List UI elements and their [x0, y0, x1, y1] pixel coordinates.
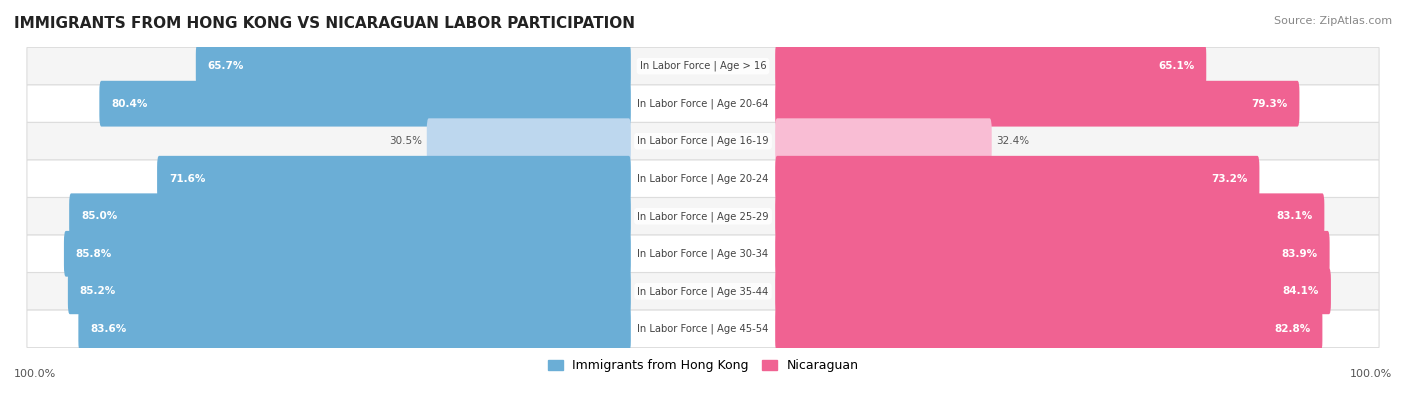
- FancyBboxPatch shape: [195, 43, 631, 89]
- FancyBboxPatch shape: [157, 156, 631, 201]
- Text: In Labor Force | Age 20-24: In Labor Force | Age 20-24: [637, 173, 769, 184]
- FancyBboxPatch shape: [775, 269, 1331, 314]
- FancyBboxPatch shape: [27, 47, 1379, 85]
- Text: 71.6%: 71.6%: [169, 174, 205, 184]
- Text: In Labor Force | Age 45-54: In Labor Force | Age 45-54: [637, 324, 769, 334]
- Text: 83.1%: 83.1%: [1277, 211, 1313, 221]
- FancyBboxPatch shape: [775, 43, 1206, 89]
- FancyBboxPatch shape: [27, 273, 1379, 310]
- Legend: Immigrants from Hong Kong, Nicaraguan: Immigrants from Hong Kong, Nicaraguan: [543, 354, 863, 377]
- Text: In Labor Force | Age 20-64: In Labor Force | Age 20-64: [637, 98, 769, 109]
- FancyBboxPatch shape: [775, 118, 991, 164]
- FancyBboxPatch shape: [27, 160, 1379, 198]
- Text: 65.7%: 65.7%: [208, 61, 245, 71]
- Text: In Labor Force | Age 25-29: In Labor Force | Age 25-29: [637, 211, 769, 222]
- Text: 85.8%: 85.8%: [76, 249, 112, 259]
- Text: Source: ZipAtlas.com: Source: ZipAtlas.com: [1274, 16, 1392, 26]
- Text: 32.4%: 32.4%: [997, 136, 1029, 146]
- Text: 30.5%: 30.5%: [389, 136, 422, 146]
- Text: In Labor Force | Age 30-34: In Labor Force | Age 30-34: [637, 248, 769, 259]
- FancyBboxPatch shape: [775, 231, 1330, 276]
- FancyBboxPatch shape: [27, 198, 1379, 235]
- FancyBboxPatch shape: [27, 85, 1379, 122]
- FancyBboxPatch shape: [63, 231, 631, 276]
- Text: In Labor Force | Age > 16: In Labor Force | Age > 16: [640, 61, 766, 71]
- Text: 83.6%: 83.6%: [90, 324, 127, 334]
- FancyBboxPatch shape: [67, 269, 631, 314]
- Text: 83.9%: 83.9%: [1282, 249, 1317, 259]
- FancyBboxPatch shape: [775, 194, 1324, 239]
- FancyBboxPatch shape: [79, 306, 631, 352]
- FancyBboxPatch shape: [27, 310, 1379, 348]
- Text: 84.1%: 84.1%: [1282, 286, 1319, 296]
- FancyBboxPatch shape: [27, 122, 1379, 160]
- FancyBboxPatch shape: [775, 306, 1323, 352]
- Text: 85.0%: 85.0%: [82, 211, 117, 221]
- Text: 80.4%: 80.4%: [111, 99, 148, 109]
- Text: 73.2%: 73.2%: [1211, 174, 1247, 184]
- Text: 85.2%: 85.2%: [80, 286, 115, 296]
- Text: In Labor Force | Age 16-19: In Labor Force | Age 16-19: [637, 136, 769, 147]
- Text: 100.0%: 100.0%: [1350, 369, 1392, 379]
- FancyBboxPatch shape: [427, 118, 631, 164]
- FancyBboxPatch shape: [775, 156, 1260, 201]
- Text: 100.0%: 100.0%: [14, 369, 56, 379]
- Text: 82.8%: 82.8%: [1274, 324, 1310, 334]
- FancyBboxPatch shape: [100, 81, 631, 126]
- Text: IMMIGRANTS FROM HONG KONG VS NICARAGUAN LABOR PARTICIPATION: IMMIGRANTS FROM HONG KONG VS NICARAGUAN …: [14, 16, 636, 31]
- FancyBboxPatch shape: [27, 235, 1379, 273]
- Text: 79.3%: 79.3%: [1251, 99, 1288, 109]
- Text: 65.1%: 65.1%: [1159, 61, 1195, 71]
- Text: In Labor Force | Age 35-44: In Labor Force | Age 35-44: [637, 286, 769, 297]
- FancyBboxPatch shape: [69, 194, 631, 239]
- FancyBboxPatch shape: [775, 81, 1299, 126]
